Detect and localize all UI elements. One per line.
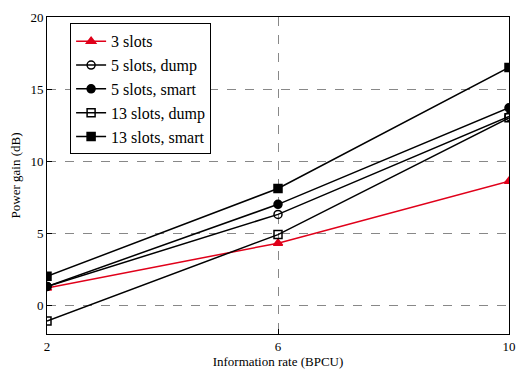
svg-text:3 slots: 3 slots [111,33,152,50]
svg-text:13 slots, smart: 13 slots, smart [111,129,204,146]
svg-text:10: 10 [503,339,516,354]
svg-text:10: 10 [30,154,43,169]
svg-text:15: 15 [30,82,43,97]
svg-text:6: 6 [275,339,282,354]
svg-text:Power gain (dB): Power gain (dB) [8,133,23,219]
svg-text:2: 2 [44,339,51,354]
svg-text:20: 20 [30,10,43,25]
svg-text:Information rate (BPCU): Information rate (BPCU) [213,354,344,369]
svg-text:5: 5 [37,226,44,241]
svg-text:5 slots, smart: 5 slots, smart [111,81,196,98]
svg-text:0: 0 [37,298,44,313]
svg-text:5 slots, dump: 5 slots, dump [111,57,197,75]
svg-text:13 slots, dump: 13 slots, dump [111,105,205,123]
